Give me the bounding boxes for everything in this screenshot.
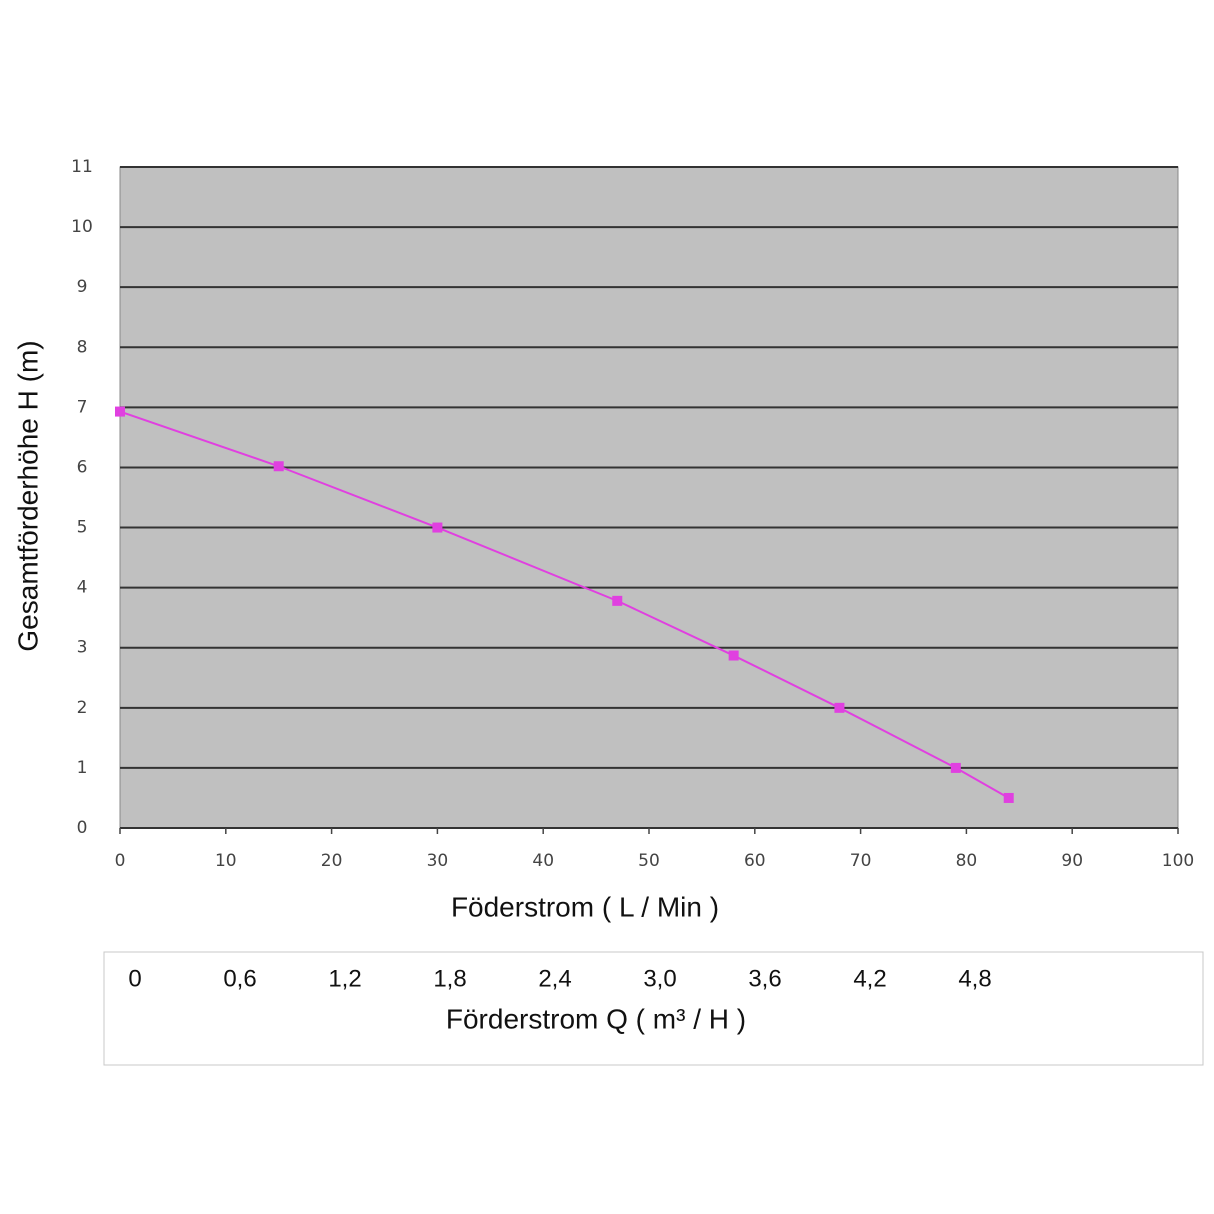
y-axis-label: Gesamtförderhöhe H (m) [12,340,43,651]
x2-tick-label: 0,6 [223,965,256,992]
y-tick-label: 6 [77,457,88,477]
x2-tick-label: 3,6 [748,965,781,992]
x-tick-label: 60 [744,851,766,871]
x2-tick-label: 3,0 [643,965,676,992]
x-axis-label: Föderstrom ( L / Min ) [451,891,719,922]
x2-tick-label: 0 [128,965,141,992]
x2-tick-label: 4,8 [958,965,991,992]
x2-axis-label: Förderstrom Q ( m³ / H ) [446,1003,746,1034]
x-tick-label: 0 [115,851,126,871]
y-tick-label: 4 [77,578,88,598]
x-tick-label: 100 [1162,851,1194,871]
y-tick-label: 0 [77,818,88,838]
data-point [950,762,961,773]
x-tick-label: 70 [850,851,872,871]
x-tick-label: 30 [427,851,449,871]
y-tick-label: 8 [77,337,88,357]
x-tick-label: 50 [638,851,660,871]
plot-area [119,166,1179,829]
data-point [728,650,739,661]
x-tick-label: 10 [215,851,237,871]
x-tick-label: 20 [321,851,343,871]
y-tick-label: 5 [77,518,88,538]
x2-tick-label: 1,8 [433,965,466,992]
data-point [834,702,845,713]
x2-tick-label: 1,2 [328,965,361,992]
x2-tick-label: 2,4 [538,965,571,992]
x-tick-label: 40 [532,851,554,871]
y-tick-label: 9 [77,277,88,297]
data-point [1003,792,1014,803]
y-tick-label: 3 [77,638,88,658]
y-tick-label: 2 [77,698,88,718]
y-tick-label: 1 [77,758,88,778]
data-point [115,406,125,417]
secondary-axis-box [103,951,1204,1066]
y-tick-label: 10 [71,217,93,237]
y-tick-label: 11 [71,157,93,177]
data-point [612,595,623,606]
x-tick-label: 80 [956,851,978,871]
data-line [119,410,1010,799]
data-point [273,461,284,472]
x-tick-label: 90 [1061,851,1083,871]
y-tick-label: 7 [77,397,88,417]
x2-tick-label: 4,2 [853,965,886,992]
data-point [432,522,443,533]
